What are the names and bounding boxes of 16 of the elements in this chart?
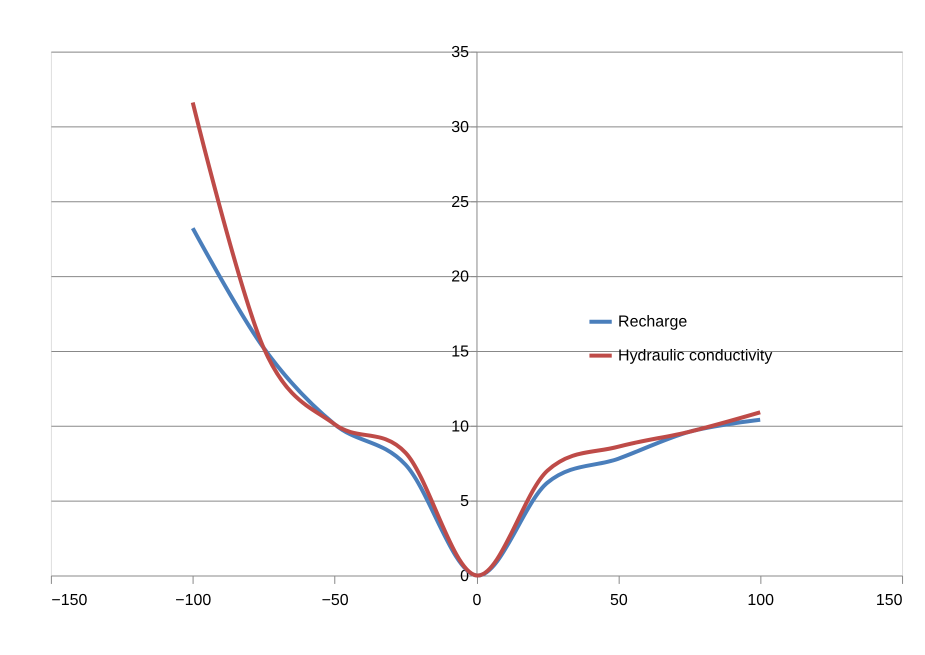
- x-tick-label: 50: [610, 592, 628, 609]
- y-tick-label: 25: [451, 194, 470, 211]
- legend-label: Hydraulic conductivity: [618, 348, 772, 365]
- x-tick-label: −50: [322, 592, 349, 609]
- y-tick-label: 15: [451, 343, 470, 360]
- legend-label: Recharge: [618, 314, 688, 331]
- x-tick-label: 150: [876, 592, 903, 609]
- y-tick-label: 5: [460, 493, 470, 510]
- y-tick-label: 10: [451, 418, 470, 436]
- x-tick-label: −100: [175, 592, 212, 609]
- x-tick-label: −150: [51, 592, 88, 609]
- x-tick-label: 100: [747, 592, 774, 609]
- x-tick-label: 0: [472, 592, 482, 609]
- y-tick-label: 20: [451, 268, 470, 286]
- y-tick-label: 30: [451, 118, 470, 136]
- y-tick-label: 35: [451, 44, 470, 62]
